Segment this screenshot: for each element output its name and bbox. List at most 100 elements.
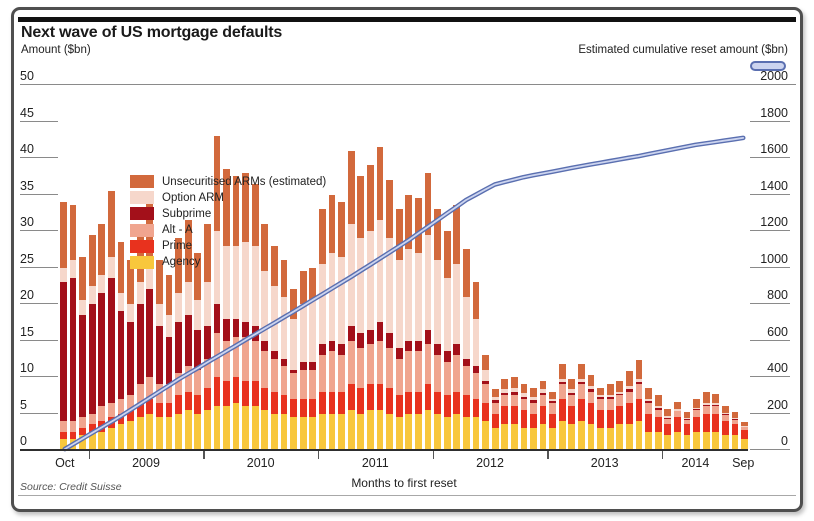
unsec_arm-segment xyxy=(606,384,614,396)
unsec_arm-segment xyxy=(232,176,240,246)
agency-segment xyxy=(491,428,499,450)
prime-segment xyxy=(453,391,461,414)
legend-label: Agency xyxy=(162,256,201,269)
x-label-sep: Sep xyxy=(732,456,755,470)
unsec_arm-segment xyxy=(674,401,681,410)
option_arm-segment xyxy=(213,231,221,305)
subprime-segment xyxy=(395,347,403,359)
agency-segment xyxy=(568,424,576,450)
prime-segment xyxy=(530,413,537,429)
prime-segment xyxy=(472,398,480,418)
unsec_arm-segment xyxy=(405,194,413,250)
prime-segment xyxy=(395,395,403,418)
left-tick-45: 45 xyxy=(20,106,58,123)
prime-segment xyxy=(117,413,125,425)
subprime-segment xyxy=(530,400,537,403)
option_arm-segment xyxy=(290,318,298,370)
agency-segment xyxy=(165,417,173,450)
alt_a-segment xyxy=(712,406,720,414)
alt_a-segment xyxy=(146,377,154,399)
agency-segment xyxy=(443,417,451,450)
alt_a-segment xyxy=(558,384,566,399)
option_arm-segment xyxy=(434,260,441,345)
year-tick xyxy=(88,451,91,459)
agency-segment xyxy=(539,424,547,450)
bar-oct-2012 xyxy=(520,384,528,450)
alt_a-segment xyxy=(88,413,96,425)
subprime-segment xyxy=(664,417,672,419)
unsec_arm-segment xyxy=(462,249,470,297)
prime-segment xyxy=(213,377,221,407)
option_arm-segment xyxy=(194,300,202,330)
subprime-segment xyxy=(712,404,720,407)
unsec_arm-segment xyxy=(453,205,461,264)
year-tick xyxy=(432,451,435,459)
x-label-oct: Oct xyxy=(55,456,75,470)
bar-nov-2013 xyxy=(645,387,653,450)
subprime-segment xyxy=(184,314,192,367)
bar-oct-2009 xyxy=(175,238,182,450)
alt_a-segment xyxy=(674,411,681,418)
page-title: Next wave of US mortgage defaults xyxy=(21,24,283,41)
bar-may-2011 xyxy=(357,176,365,450)
unsec_arm-segment xyxy=(155,260,163,305)
prime-segment xyxy=(88,424,96,432)
prime-segment xyxy=(510,406,518,425)
subprime-segment xyxy=(280,358,288,367)
prime-segment xyxy=(261,387,269,410)
subprime-segment xyxy=(117,311,125,399)
subprime-segment xyxy=(606,397,614,399)
alt_a-segment xyxy=(357,347,365,388)
bar-sep-2013 xyxy=(626,371,633,450)
option_arm-segment xyxy=(117,293,125,312)
bar-may-2009 xyxy=(127,260,134,450)
unsec_arm-segment xyxy=(443,231,451,279)
agency-segment xyxy=(616,424,624,450)
unsec_arm-segment xyxy=(165,274,173,315)
prime-segment xyxy=(693,417,700,432)
unsec_arm-segment xyxy=(290,289,298,319)
x-axis-label: Months to first reset xyxy=(351,476,457,490)
prime-segment xyxy=(683,424,691,436)
subprime-segment xyxy=(731,419,739,421)
alt_a-segment xyxy=(597,398,605,410)
alt_a-segment xyxy=(587,391,595,403)
bar-jun-2012 xyxy=(482,355,489,450)
unsec_arm-segment xyxy=(376,147,384,221)
unsec_arm-segment xyxy=(98,223,106,275)
bar-may-2010 xyxy=(242,172,250,450)
left-tick-10: 10 xyxy=(20,362,58,378)
bar-dec-2012 xyxy=(539,380,547,450)
bar-sep-2014 xyxy=(741,422,748,450)
agency-segment xyxy=(712,431,720,450)
subprime-segment xyxy=(626,389,633,392)
subprime-segment xyxy=(69,278,77,421)
unsec_arm-segment xyxy=(319,209,326,264)
prime-segment xyxy=(549,413,557,429)
right-tick-1800: 1800 xyxy=(750,106,790,123)
option_arm-segment xyxy=(741,425,748,427)
year-tick xyxy=(203,451,205,459)
unsec_arm-segment xyxy=(472,282,480,319)
unsec_arm-segment xyxy=(558,363,566,379)
option_arm-segment xyxy=(203,282,211,326)
option_arm-segment xyxy=(674,409,681,411)
subprime-segment xyxy=(539,393,547,396)
right-tick-600: 600 xyxy=(750,325,790,342)
agency-segment xyxy=(721,435,729,450)
agency-segment xyxy=(472,417,480,450)
alt_a-segment xyxy=(491,402,499,414)
agency-segment xyxy=(357,413,365,450)
subprime-segment xyxy=(213,304,221,334)
bar-mar-2014 xyxy=(683,412,691,450)
agency-segment xyxy=(280,413,288,450)
unsec_arm-segment xyxy=(251,183,259,246)
prime-segment xyxy=(405,391,413,414)
alt_a-segment xyxy=(578,384,585,399)
option_arm-segment xyxy=(338,256,346,345)
alt_a-segment xyxy=(319,355,326,392)
alt_a-segment xyxy=(626,391,633,403)
option_arm-segment xyxy=(271,285,278,352)
agency-segment xyxy=(242,406,250,450)
prime-segment xyxy=(79,428,86,436)
